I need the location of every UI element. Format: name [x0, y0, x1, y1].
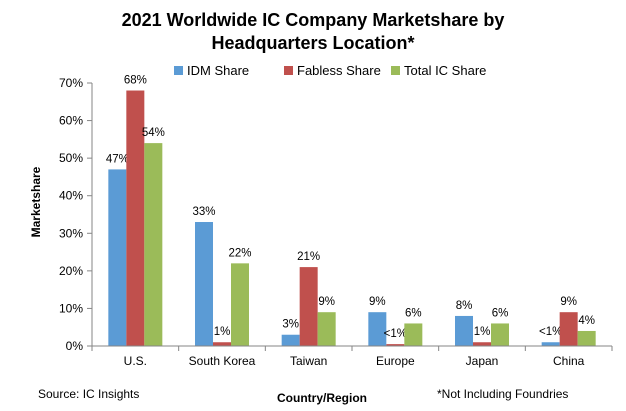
- bar: [473, 342, 491, 346]
- source-note: Source: IC Insights: [38, 387, 140, 401]
- y-tick-label: 20%: [59, 264, 83, 278]
- bar: [455, 315, 473, 346]
- data-label: 22%: [228, 247, 251, 259]
- legend-swatch: [174, 66, 183, 75]
- bar: [126, 90, 145, 346]
- legend-swatch: [391, 66, 400, 75]
- bar: [281, 334, 300, 346]
- y-axis: 0% 10% 20% 30% 40% 50% 60% 70%: [59, 76, 93, 353]
- x-tick-label: U.S.: [124, 354, 147, 368]
- data-label: 1%: [474, 326, 491, 338]
- bar: [368, 312, 387, 346]
- y-tick-label: 30%: [59, 226, 83, 240]
- data-label: 4%: [578, 315, 595, 327]
- data-label: 47%: [106, 153, 129, 165]
- foundries-note: *Not Including Foundries: [437, 387, 569, 401]
- y-tick-label: 0%: [66, 339, 84, 353]
- x-tick-label: Taiwan: [290, 354, 327, 368]
- x-tick-label: China: [553, 354, 585, 368]
- bar: [386, 344, 405, 346]
- data-label: 6%: [405, 307, 422, 319]
- bar: [108, 169, 127, 346]
- legend-label: Total IC Share: [404, 63, 486, 78]
- x-axis-title: Country/Region: [277, 391, 367, 405]
- x-axis: U.S. South Korea Taiwan Europe Japan China: [91, 345, 613, 368]
- data-label: 54%: [142, 127, 165, 139]
- bar: [541, 342, 560, 346]
- x-tick-label: South Korea: [189, 354, 256, 368]
- x-tick-label: Europe: [376, 354, 415, 368]
- bar: [404, 323, 423, 346]
- y-tick-label: 10%: [59, 301, 83, 315]
- data-label: 21%: [297, 251, 320, 263]
- y-axis-title: Marketshare: [29, 166, 43, 237]
- bar: [491, 323, 509, 346]
- bars: 47%68%54%33%1%22%3%21%9% 9%<1%6%8%1%6%<1%…: [106, 75, 596, 346]
- bar: [231, 263, 249, 346]
- data-label: 6%: [492, 307, 509, 319]
- data-label: 68%: [124, 75, 147, 87]
- y-tick-label: 70%: [59, 76, 83, 90]
- legend-swatch: [284, 66, 293, 75]
- data-label: <1%: [539, 326, 562, 338]
- bar: [213, 342, 231, 346]
- data-label: 33%: [192, 206, 215, 218]
- data-label: 3%: [282, 319, 299, 331]
- legend: IDM Share Fabless Share Total IC Share: [174, 63, 486, 78]
- bar: [317, 312, 336, 346]
- bar: [559, 312, 578, 346]
- y-tick-label: 60%: [59, 114, 83, 128]
- bar: [195, 222, 213, 346]
- legend-label: Fabless Share: [297, 63, 381, 78]
- data-label: 9%: [560, 296, 577, 308]
- bar: [144, 143, 163, 346]
- legend-label: IDM Share: [187, 63, 249, 78]
- data-label: <1%: [384, 328, 407, 340]
- y-tick-label: 50%: [59, 151, 83, 165]
- data-label: 9%: [369, 296, 386, 308]
- bar: [299, 267, 318, 346]
- data-label: 1%: [214, 326, 231, 338]
- chart-title-line-1: 2021 Worldwide IC Company Marketshare by: [122, 10, 505, 30]
- y-tick-label: 40%: [59, 189, 83, 203]
- x-tick-label: Japan: [466, 354, 499, 368]
- data-label: 8%: [456, 300, 473, 312]
- bar: [577, 330, 596, 346]
- chart-title-line-2: Headquarters Location*: [211, 33, 414, 53]
- data-label: 9%: [318, 296, 335, 308]
